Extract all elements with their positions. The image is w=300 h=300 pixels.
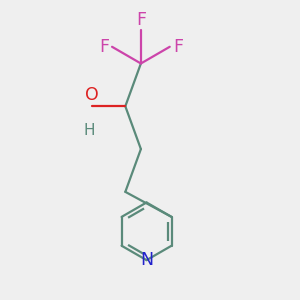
Text: F: F xyxy=(136,11,146,28)
Text: F: F xyxy=(173,38,183,56)
Text: N: N xyxy=(140,251,153,269)
Text: H: H xyxy=(84,123,95,138)
Text: O: O xyxy=(85,86,99,104)
Text: F: F xyxy=(99,38,109,56)
